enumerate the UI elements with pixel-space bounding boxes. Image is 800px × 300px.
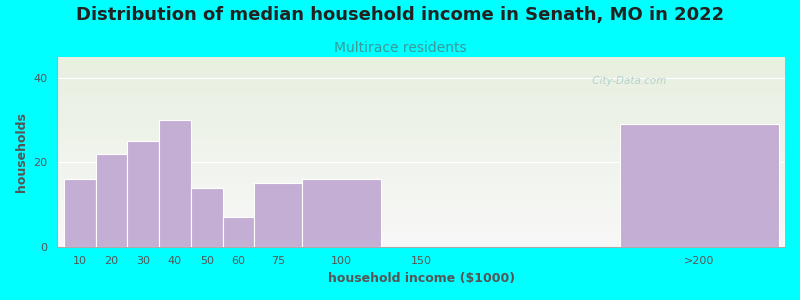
Bar — [302, 179, 382, 247]
Bar — [95, 154, 127, 247]
Text: Distribution of median household income in Senath, MO in 2022: Distribution of median household income … — [76, 6, 724, 24]
Y-axis label: households: households — [15, 112, 28, 192]
Bar — [191, 188, 222, 247]
X-axis label: household income ($1000): household income ($1000) — [328, 272, 514, 285]
Bar — [222, 217, 254, 247]
Bar — [254, 184, 302, 247]
Bar — [620, 124, 778, 247]
Bar — [64, 179, 95, 247]
Bar — [127, 141, 159, 247]
Bar — [159, 120, 191, 247]
Text: City-Data.com: City-Data.com — [589, 76, 666, 86]
Text: Multirace residents: Multirace residents — [334, 40, 466, 55]
